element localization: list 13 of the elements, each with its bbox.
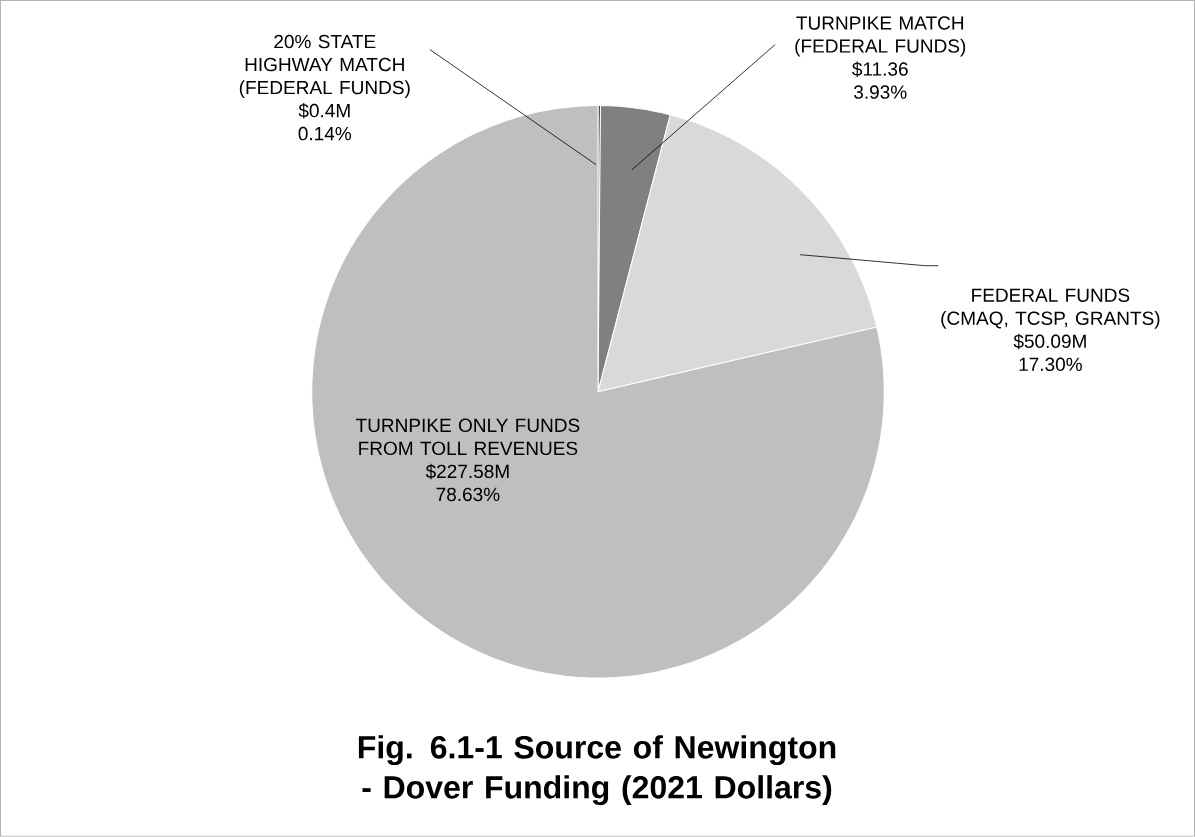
data-label: $11.36	[852, 61, 908, 78]
slice-label: FEDERAL FUNDS (CMAQ, TCSP, GRANTS)	[941, 288, 1160, 329]
text: 17.30%	[1019, 357, 1082, 372]
text: 78.63%	[436, 487, 500, 502]
slice-label: TURNPIKE ONLY FUNDS FROM TOLL REVENUES	[355, 418, 580, 456]
text: 3.93%	[854, 85, 907, 99]
text: 0.14%	[298, 127, 352, 141]
data-label: $227.58M	[425, 464, 509, 480]
text: Fig. 6.1-1 Source of Newington - Dover Funding (2021 Dollars)	[358, 735, 836, 806]
data-label: $50.09M	[1013, 333, 1086, 350]
data-label: $0.4M	[298, 103, 350, 119]
slice-label: 20% STATE HIGHWAY MATCH (FEDERAL FUNDS)	[239, 34, 410, 99]
slice-label: TURNPIKE MATCH (FEDERAL FUNDS)	[795, 16, 966, 57]
